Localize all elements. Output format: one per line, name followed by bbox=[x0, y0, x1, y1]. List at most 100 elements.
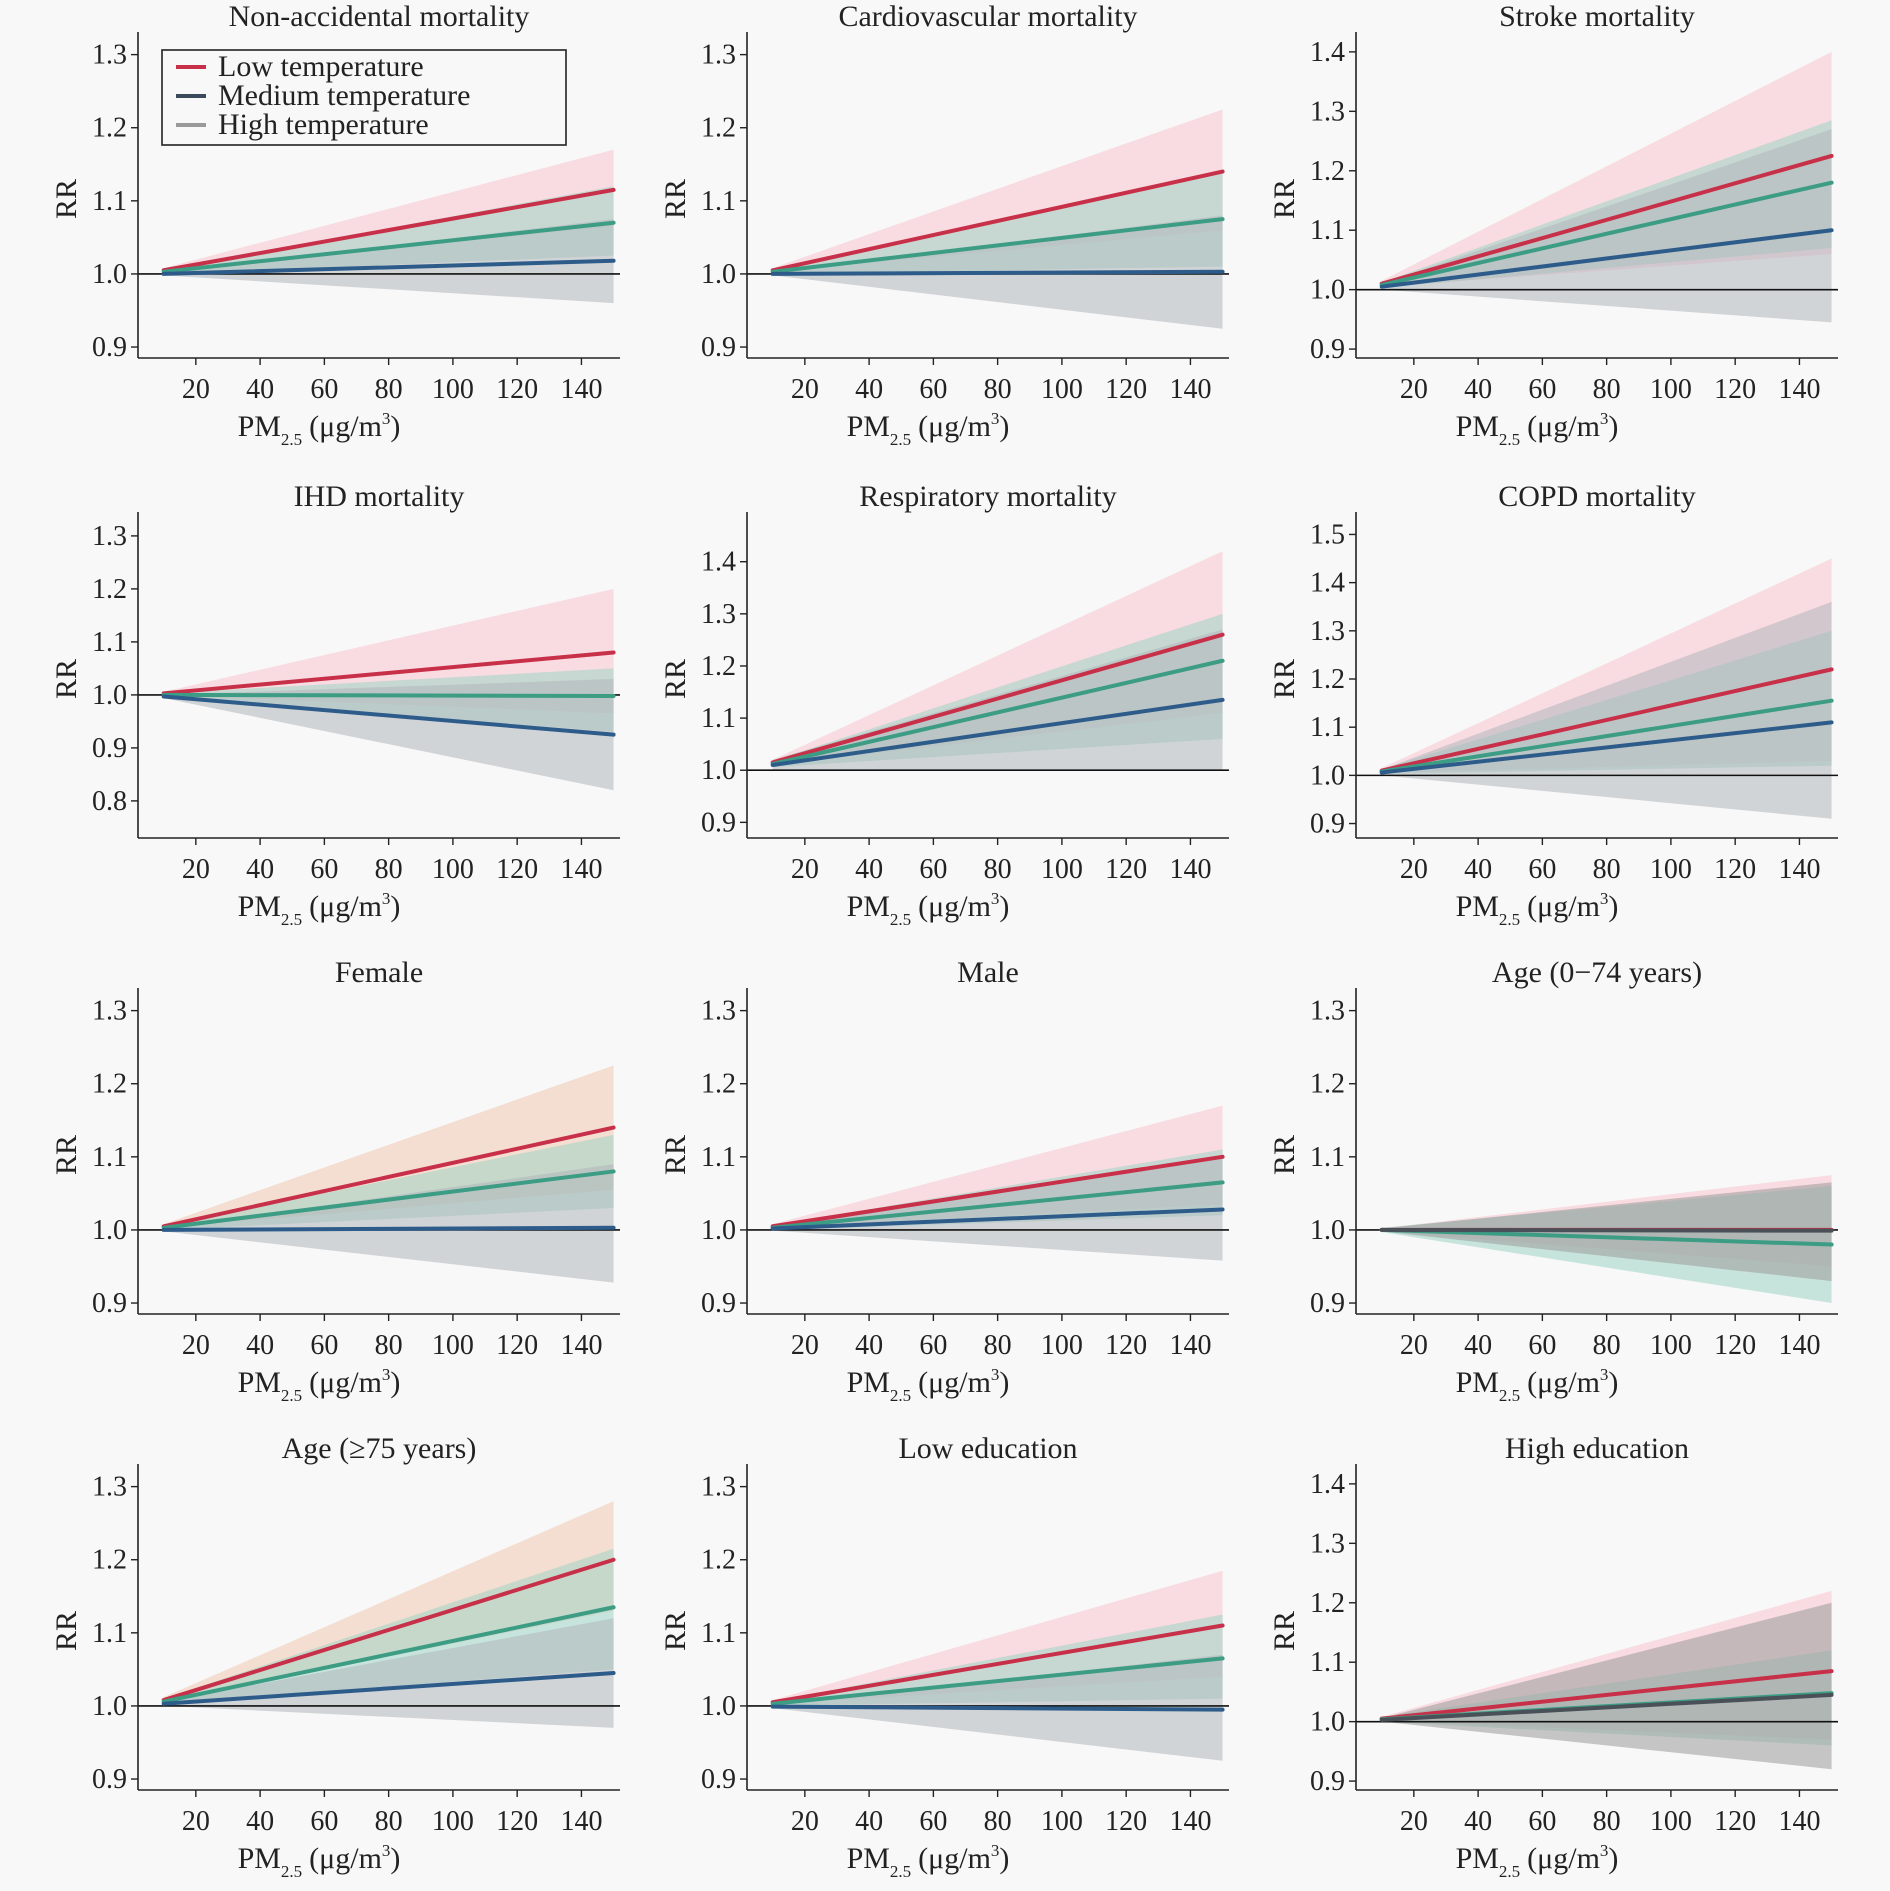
y-tick-label: 1.3 bbox=[92, 521, 127, 552]
x-tick-label: 100 bbox=[432, 374, 474, 405]
x-tick-label: 40 bbox=[246, 1330, 274, 1361]
x-label-sup: 3 bbox=[991, 1365, 1000, 1384]
y-tick-label: 1.0 bbox=[92, 680, 127, 711]
x-axis-label: PM2.5 (μg/m3) bbox=[1456, 409, 1619, 449]
x-label-unit: (μg/m bbox=[1527, 410, 1600, 443]
x-tick-label: 40 bbox=[855, 1330, 883, 1361]
x-tick-label: 100 bbox=[1041, 374, 1083, 405]
x-label-close: ) bbox=[390, 890, 400, 923]
y-tick-label: 1.1 bbox=[1310, 1647, 1345, 1678]
ci-band-medium-temperature bbox=[772, 1156, 1223, 1261]
x-tick-label: 60 bbox=[919, 374, 947, 405]
y-tick-label: 1.2 bbox=[1310, 1069, 1345, 1100]
series-line-high-temperature bbox=[1379, 1227, 1834, 1247]
x-label-sup: 3 bbox=[991, 409, 1000, 428]
x-axis-label: PM2.5 (μg/m3) bbox=[1456, 1365, 1619, 1405]
panel-3: 0.9 1.0 1.1 1.2 1.3 1.4 20 40 60 80 100 120 140 Strok… bbox=[1268, 0, 1838, 449]
x-tick-label: 20 bbox=[1400, 374, 1428, 405]
x-tick-label: 140 bbox=[560, 854, 602, 885]
x-label-main: PM bbox=[847, 890, 890, 923]
panel-title: Age (≥75 years) bbox=[282, 1432, 477, 1465]
x-tick-label: 80 bbox=[1593, 854, 1621, 885]
x-tick-label: 60 bbox=[310, 1330, 338, 1361]
y-tick-label: 0.9 bbox=[701, 1764, 736, 1795]
y-tick-label: 1.3 bbox=[92, 1472, 127, 1503]
x-tick-label: 100 bbox=[1041, 1330, 1083, 1361]
y-tick-label: 1.4 bbox=[1310, 1469, 1345, 1500]
panel-4: 0.8 0.9 1.0 1.1 1.2 1.3 20 40 60 80 100 120 140 IHD m… bbox=[50, 480, 620, 929]
x-label-main: PM bbox=[238, 1366, 281, 1399]
x-axis-label: PM2.5 (μg/m3) bbox=[847, 1841, 1010, 1881]
y-tick-label: 1.2 bbox=[701, 1545, 736, 1576]
x-label-sup: 3 bbox=[382, 409, 391, 428]
x-tick-label: 140 bbox=[1169, 1806, 1211, 1837]
x-tick-label: 140 bbox=[560, 1330, 602, 1361]
series-line-medium-temperature bbox=[1379, 228, 1834, 289]
panel-8: 0.9 1.0 1.1 1.2 1.3 20 40 60 80 100 120 140 Male RR PM… bbox=[659, 956, 1229, 1405]
x-label-main: PM bbox=[238, 410, 281, 443]
y-tick-label: 1.2 bbox=[701, 113, 736, 144]
y-tick-label: 1.4 bbox=[1310, 37, 1345, 68]
y-tick-label: 0.9 bbox=[1310, 1766, 1345, 1797]
x-label-sub: 2.5 bbox=[890, 430, 911, 449]
ci-band-medium-temperature bbox=[1381, 601, 1832, 819]
x-label-unit: (μg/m bbox=[918, 1366, 991, 1399]
x-label-close: ) bbox=[390, 1842, 400, 1875]
y-tick-label: 1.0 bbox=[701, 755, 736, 786]
panel-1: 0.9 1.0 1.1 1.2 1.3 20 40 60 80 100 120 140 Non-acci… bbox=[50, 0, 620, 449]
x-label-close: ) bbox=[999, 1842, 1009, 1875]
x-axis-label: PM2.5 (μg/m3) bbox=[238, 889, 401, 929]
y-tick-label: 1.1 bbox=[92, 1142, 127, 1173]
y-tick-label: 1.3 bbox=[1310, 996, 1345, 1027]
y-tick-label: 0.9 bbox=[1310, 334, 1345, 365]
x-label-main: PM bbox=[1456, 1842, 1499, 1875]
legend-label: Low temperature bbox=[218, 50, 424, 83]
x-tick-label: 60 bbox=[310, 854, 338, 885]
panel-5: 0.9 1.0 1.1 1.2 1.3 1.4 20 40 60 80 100 120 140 Respi… bbox=[659, 480, 1229, 929]
x-tick-label: 20 bbox=[1400, 1330, 1428, 1361]
series-line-low-temperature bbox=[1379, 153, 1834, 286]
panel-title: Cardiovascular mortality bbox=[838, 0, 1137, 33]
y-tick-label: 1.1 bbox=[92, 627, 127, 658]
series-line-low-temperature bbox=[770, 632, 1225, 765]
x-tick-label: 40 bbox=[246, 854, 274, 885]
x-tick-label: 120 bbox=[1714, 374, 1756, 405]
x-tick-label: 100 bbox=[1650, 374, 1692, 405]
x-tick-label: 60 bbox=[1528, 1330, 1556, 1361]
x-tick-label: 140 bbox=[1778, 374, 1820, 405]
x-tick-label: 140 bbox=[1169, 374, 1211, 405]
y-axis-label: RR bbox=[50, 1135, 83, 1175]
y-tick-label: 1.2 bbox=[92, 574, 127, 605]
series-line-low-temperature bbox=[1379, 1669, 1834, 1721]
y-tick-label: 1.3 bbox=[1310, 616, 1345, 647]
y-tick-label: 1.0 bbox=[1310, 760, 1345, 791]
x-tick-label: 60 bbox=[1528, 854, 1556, 885]
x-label-main: PM bbox=[847, 410, 890, 443]
series-line-medium-temperature bbox=[161, 694, 616, 737]
y-tick-label: 1.0 bbox=[1310, 275, 1345, 306]
series-line-medium-temperature bbox=[770, 269, 1225, 276]
y-tick-label: 1.1 bbox=[92, 186, 127, 217]
x-tick-label: 120 bbox=[496, 1330, 538, 1361]
panel-2: 0.9 1.0 1.1 1.2 1.3 20 40 60 80 100 120 140 Cardiova… bbox=[659, 0, 1229, 449]
y-axis-label: RR bbox=[659, 1135, 692, 1175]
y-tick-label: 0.9 bbox=[92, 1764, 127, 1795]
x-axis-label: PM2.5 (μg/m3) bbox=[847, 409, 1010, 449]
y-axis-label: RR bbox=[659, 659, 692, 699]
x-label-close: ) bbox=[1608, 1366, 1618, 1399]
y-tick-label: 1.3 bbox=[701, 599, 736, 630]
x-tick-label: 40 bbox=[246, 374, 274, 405]
x-tick-label: 80 bbox=[375, 1806, 403, 1837]
x-tick-label: 100 bbox=[1041, 854, 1083, 885]
y-axis-label: RR bbox=[1268, 659, 1301, 699]
x-tick-label: 20 bbox=[182, 374, 210, 405]
panel-title: Female bbox=[335, 956, 423, 989]
x-label-sup: 3 bbox=[991, 889, 1000, 908]
series-line-medium-temperature bbox=[161, 258, 616, 276]
y-tick-label: 1.3 bbox=[1310, 1528, 1345, 1559]
x-label-close: ) bbox=[999, 890, 1009, 923]
y-tick-label: 1.1 bbox=[701, 186, 736, 217]
series-line-medium-temperature bbox=[1379, 1692, 1834, 1722]
x-label-sub: 2.5 bbox=[890, 1862, 911, 1881]
x-tick-label: 120 bbox=[1105, 374, 1147, 405]
